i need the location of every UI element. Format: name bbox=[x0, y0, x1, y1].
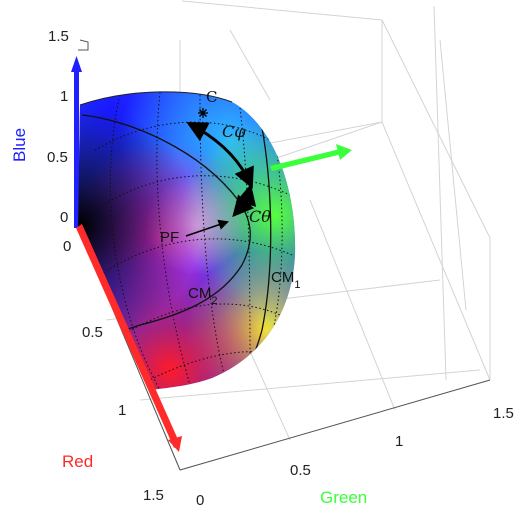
c-phi-arrow bbox=[186, 122, 254, 189]
pf-pointer-arrow bbox=[185, 219, 229, 237]
cm2-curve bbox=[81, 114, 251, 341]
pf-label: PF bbox=[160, 229, 179, 246]
red-tick-label: 1.5 bbox=[143, 487, 164, 504]
red-axis bbox=[76, 224, 182, 452]
red-tick-label: 0.5 bbox=[82, 324, 103, 341]
green-tick-label: 1.5 bbox=[493, 405, 514, 422]
cm2-label: CM2 bbox=[188, 285, 217, 307]
c-phi-label: Cφ bbox=[222, 122, 246, 141]
blue-tick-label: 1 bbox=[60, 88, 68, 105]
c-point-label: C bbox=[206, 88, 217, 106]
red-axis-title: Red bbox=[62, 452, 93, 471]
green-axis-title: Green bbox=[320, 488, 367, 507]
green-axis-ticks: 0 0.5 1 1.5 bbox=[196, 405, 514, 509]
rgb-sphere-octant bbox=[78, 91, 296, 390]
blue-tick-label: 0.5 bbox=[47, 149, 68, 166]
blue-axis bbox=[71, 56, 82, 228]
red-tick-label: 1 bbox=[118, 402, 126, 419]
green-axis bbox=[270, 144, 352, 171]
red-tick-label: 0 bbox=[63, 238, 71, 255]
c-theta-label: Cθ bbox=[249, 207, 271, 226]
blue-tick-label: 1.5 bbox=[48, 28, 69, 45]
c-theta-arrow bbox=[232, 183, 257, 218]
green-tick-label: 1 bbox=[395, 433, 403, 450]
cm1-label: CM1 bbox=[271, 269, 300, 291]
green-tick-label: 0.5 bbox=[290, 462, 311, 479]
blue-axis-title: Blue bbox=[10, 128, 29, 162]
green-tick-label: 0 bbox=[196, 492, 204, 509]
blue-tick-label: 0 bbox=[60, 209, 68, 226]
sphere-outline bbox=[79, 91, 233, 106]
blue-axis-ticks: 1.5 1 0.5 0 bbox=[47, 28, 69, 226]
red-axis-ticks: 0 0.5 1 1.5 bbox=[63, 238, 164, 504]
c-point-marker bbox=[198, 108, 208, 118]
